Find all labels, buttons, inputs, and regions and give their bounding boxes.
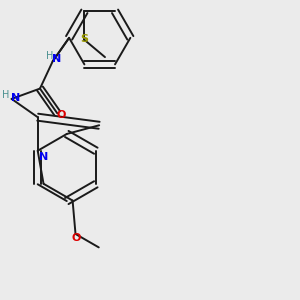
Text: H: H (46, 51, 53, 61)
Text: O: O (71, 233, 80, 243)
Text: O: O (56, 110, 66, 120)
Text: N: N (11, 93, 21, 103)
Text: N: N (39, 152, 48, 162)
Text: H: H (2, 90, 10, 100)
Text: S: S (80, 34, 88, 44)
Text: N: N (52, 54, 62, 64)
